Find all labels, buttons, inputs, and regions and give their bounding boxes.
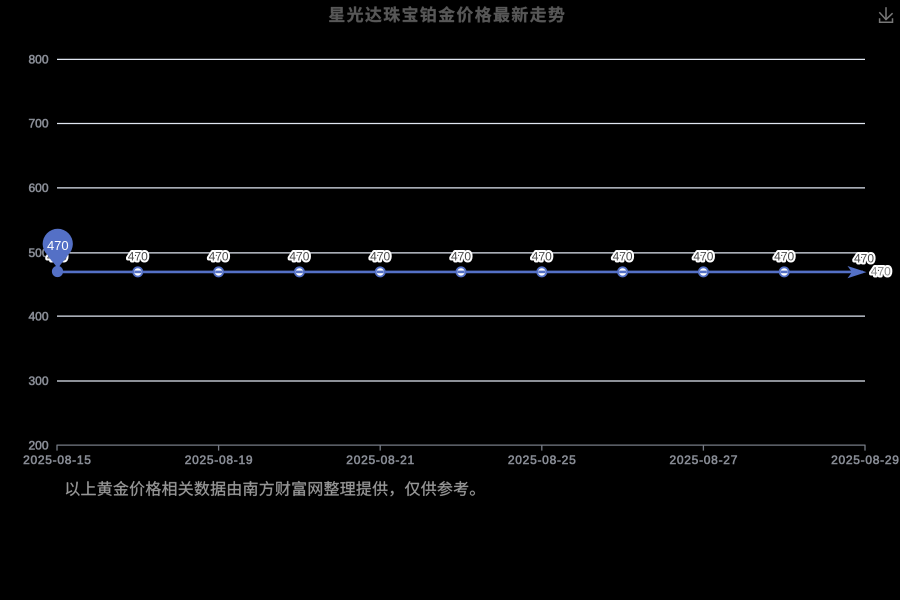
svg-text:400: 400: [28, 309, 48, 323]
svg-text:470: 470: [613, 249, 633, 263]
svg-text:800: 800: [28, 53, 48, 67]
svg-text:470: 470: [854, 252, 874, 266]
svg-text:600: 600: [28, 181, 48, 195]
svg-text:2025-08-25: 2025-08-25: [508, 453, 577, 467]
svg-text:470: 470: [128, 249, 148, 263]
svg-text:470: 470: [774, 249, 794, 263]
svg-text:200: 200: [28, 438, 48, 452]
svg-text:470: 470: [209, 249, 229, 263]
svg-text:470: 470: [370, 249, 390, 263]
svg-text:470: 470: [693, 249, 713, 263]
svg-text:2025-08-19: 2025-08-19: [185, 453, 254, 467]
svg-text:470: 470: [47, 238, 69, 253]
svg-text:2025-08-27: 2025-08-27: [670, 453, 739, 467]
svg-text:2025-08-29: 2025-08-29: [831, 453, 900, 467]
svg-text:2025-08-15: 2025-08-15: [23, 453, 92, 467]
svg-text:470: 470: [289, 249, 309, 263]
svg-text:300: 300: [28, 374, 48, 388]
svg-text:470: 470: [451, 249, 471, 263]
svg-text:470: 470: [532, 249, 552, 263]
svg-text:470: 470: [871, 264, 891, 278]
svg-text:700: 700: [28, 117, 48, 131]
svg-text:2025-08-21: 2025-08-21: [346, 453, 415, 467]
